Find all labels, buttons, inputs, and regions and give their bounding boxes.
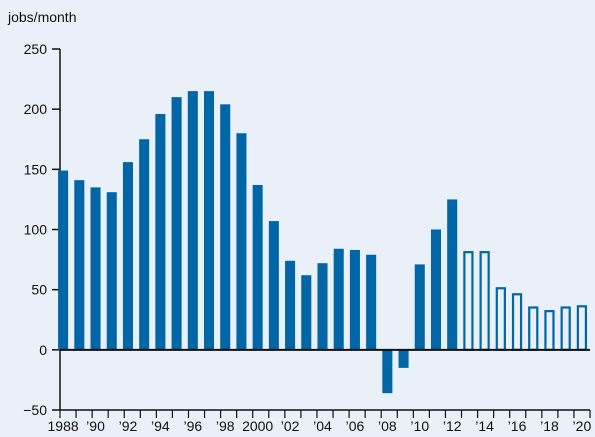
x-tick-label: ’08 <box>378 418 397 434</box>
y-tick-label: 250 <box>24 41 48 57</box>
x-tick-label: ’98 <box>216 418 235 434</box>
bars <box>58 91 588 394</box>
y-tick-label: 150 <box>24 161 48 177</box>
bar <box>106 192 117 350</box>
bar <box>301 275 312 350</box>
bar <box>349 249 360 350</box>
bar <box>74 180 85 350</box>
x-tick-label: ’02 <box>281 418 300 434</box>
bar <box>220 104 231 350</box>
y-tick-label: 200 <box>24 101 48 117</box>
x-tick-label: 1988 <box>48 418 79 434</box>
bar <box>366 254 377 350</box>
x-tick-label: ’96 <box>183 418 202 434</box>
bar <box>285 260 296 350</box>
bar-forecast <box>528 306 539 351</box>
bar <box>268 221 279 350</box>
bar-forecast <box>463 251 474 351</box>
bar <box>139 139 150 350</box>
bar <box>414 264 425 350</box>
bar <box>333 248 344 350</box>
x-tick-label: ’12 <box>443 418 462 434</box>
bar-forecast <box>544 310 555 351</box>
bar <box>58 170 69 350</box>
x-tick-label: ’94 <box>151 418 170 434</box>
x-tick-label: ’10 <box>410 418 429 434</box>
bar-forecast <box>479 251 490 351</box>
x-tick-label: ’90 <box>86 418 105 434</box>
bar <box>252 184 263 350</box>
bar <box>430 229 442 350</box>
x-tick-label: ’16 <box>508 418 527 434</box>
x-tick-label: ’20 <box>573 418 592 434</box>
x-tick-label: ’18 <box>540 418 559 434</box>
bar <box>447 199 458 350</box>
y-axis: −50 0 50 100 150 200 250 <box>23 41 61 418</box>
x-tick-label: ’92 <box>119 418 138 434</box>
bar <box>122 162 133 350</box>
y-axis-label: jobs/month <box>7 9 76 25</box>
bar <box>155 113 166 350</box>
x-tick-label: ’14 <box>475 418 494 434</box>
bar-forecast <box>576 305 588 351</box>
bar <box>398 349 409 368</box>
y-tick-label: 100 <box>24 222 48 238</box>
y-tick-label: 50 <box>31 282 47 298</box>
x-tick-label: 2000 <box>242 418 273 434</box>
bar <box>171 97 182 350</box>
bar <box>317 263 328 350</box>
bar <box>203 91 215 350</box>
bar-forecast <box>560 306 571 351</box>
bar-forecast <box>495 287 506 351</box>
x-axis: 1988 ’90 ’92 ’94 ’96 ’98 2000 ’02 ’04 ’06 ’08 ’10 ’1… <box>48 348 592 434</box>
bar-forecast <box>511 293 523 351</box>
bar <box>187 91 198 350</box>
x-tick-label: ’06 <box>346 418 365 434</box>
y-tick-label: −50 <box>23 402 47 418</box>
y-tick-label: 0 <box>39 342 47 358</box>
bar <box>236 133 247 350</box>
x-tick-label: ’04 <box>313 418 332 434</box>
bar <box>90 187 101 350</box>
bar <box>382 349 393 394</box>
